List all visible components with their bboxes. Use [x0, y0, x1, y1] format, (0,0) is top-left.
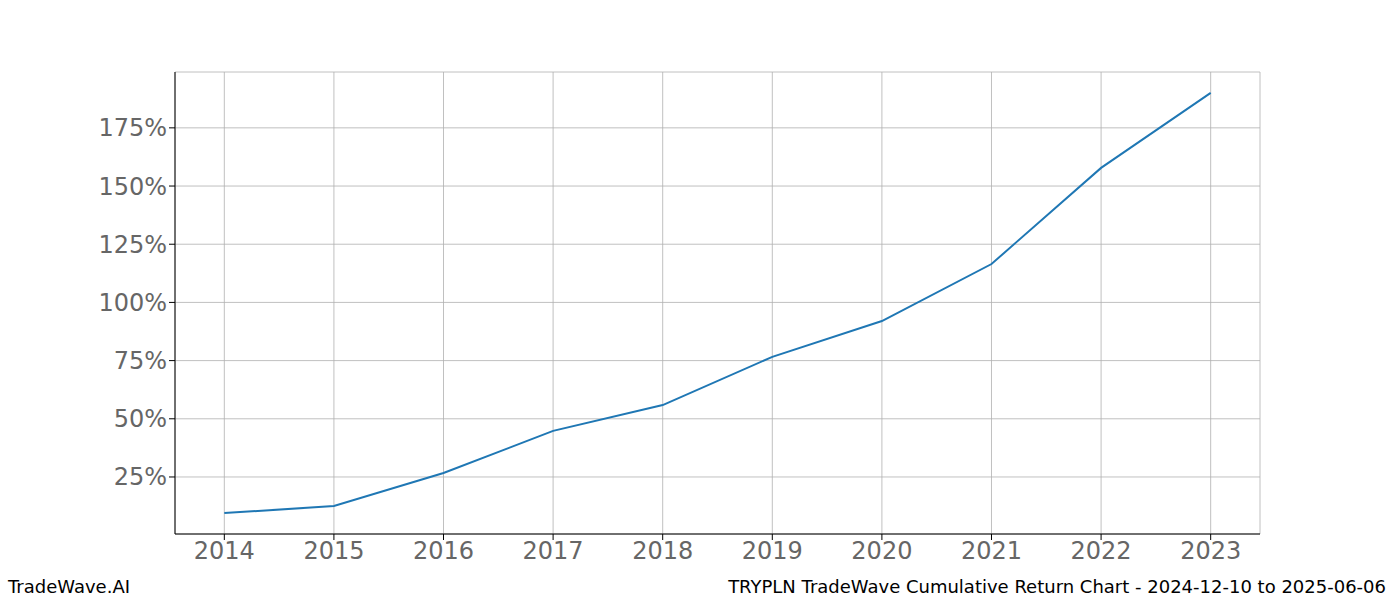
svg-text:150%: 150%	[98, 173, 167, 201]
svg-text:25%: 25%	[114, 463, 167, 491]
svg-text:2017: 2017	[523, 537, 584, 565]
svg-text:175%: 175%	[98, 114, 167, 142]
svg-text:50%: 50%	[114, 405, 167, 433]
svg-text:2016: 2016	[413, 537, 474, 565]
svg-text:75%: 75%	[114, 347, 167, 375]
svg-text:2019: 2019	[742, 537, 803, 565]
svg-text:125%: 125%	[98, 231, 167, 259]
svg-text:2020: 2020	[851, 537, 912, 565]
svg-text:2015: 2015	[303, 537, 364, 565]
svg-text:2018: 2018	[632, 537, 693, 565]
svg-text:100%: 100%	[98, 289, 167, 317]
html-text:TRYPLN TradeWave Cumulative Re: TRYPLN TradeWave Cumulative Return Chart…	[728, 576, 1386, 597]
svg-text:2022: 2022	[1071, 537, 1132, 565]
html-text:TradeWave.AI: TradeWave.AI	[8, 576, 130, 597]
svg-text:2023: 2023	[1180, 537, 1241, 565]
svg-text:2014: 2014	[194, 537, 255, 565]
svg-text:2021: 2021	[961, 537, 1022, 565]
